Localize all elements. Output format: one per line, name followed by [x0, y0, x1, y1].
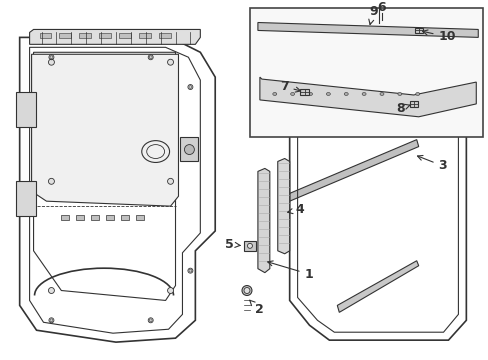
Ellipse shape — [188, 86, 191, 89]
Text: 7: 7 — [279, 80, 300, 93]
Ellipse shape — [184, 145, 194, 154]
Bar — [91, 215, 99, 220]
Bar — [79, 33, 91, 39]
Bar — [106, 215, 114, 220]
Ellipse shape — [415, 93, 419, 95]
Bar — [414, 28, 422, 33]
Bar — [76, 215, 84, 220]
Polygon shape — [337, 261, 418, 312]
Polygon shape — [287, 140, 418, 201]
Text: 8: 8 — [395, 102, 409, 115]
Ellipse shape — [188, 269, 191, 272]
Ellipse shape — [247, 243, 252, 248]
Bar — [121, 215, 129, 220]
Bar — [180, 137, 198, 162]
Ellipse shape — [325, 93, 330, 95]
Ellipse shape — [242, 285, 251, 296]
Polygon shape — [257, 168, 269, 273]
Ellipse shape — [308, 93, 312, 95]
Text: 9: 9 — [368, 5, 377, 24]
Ellipse shape — [344, 93, 347, 95]
Ellipse shape — [167, 59, 173, 65]
Polygon shape — [259, 77, 475, 117]
Polygon shape — [30, 30, 200, 44]
Bar — [59, 33, 71, 39]
Text: 5: 5 — [224, 238, 240, 251]
Ellipse shape — [272, 93, 276, 95]
Bar — [61, 215, 69, 220]
Ellipse shape — [379, 93, 383, 95]
Text: 3: 3 — [417, 156, 446, 172]
Ellipse shape — [362, 93, 366, 95]
Polygon shape — [257, 23, 477, 37]
Bar — [409, 101, 417, 107]
Text: 6: 6 — [377, 1, 386, 14]
Ellipse shape — [50, 56, 53, 59]
Ellipse shape — [50, 319, 53, 322]
Ellipse shape — [149, 56, 152, 59]
Bar — [16, 181, 36, 216]
Bar — [119, 33, 131, 39]
Ellipse shape — [167, 178, 173, 184]
Ellipse shape — [244, 288, 249, 293]
Bar — [300, 89, 308, 95]
Bar — [40, 33, 51, 39]
Text: 1: 1 — [267, 261, 313, 280]
Polygon shape — [277, 158, 289, 254]
Ellipse shape — [290, 93, 294, 95]
Ellipse shape — [48, 178, 54, 184]
Ellipse shape — [149, 319, 152, 322]
Ellipse shape — [48, 59, 54, 65]
Bar — [244, 241, 255, 251]
Bar — [158, 33, 170, 39]
Text: 2: 2 — [249, 300, 263, 316]
Bar — [136, 215, 143, 220]
Ellipse shape — [167, 288, 173, 293]
Bar — [249, 8, 482, 137]
Ellipse shape — [397, 93, 401, 95]
Bar — [139, 33, 150, 39]
Ellipse shape — [48, 288, 54, 293]
Text: 10: 10 — [422, 30, 455, 43]
Polygon shape — [32, 54, 178, 206]
Text: 4: 4 — [287, 203, 304, 216]
Bar — [99, 33, 111, 39]
Bar — [16, 92, 36, 127]
